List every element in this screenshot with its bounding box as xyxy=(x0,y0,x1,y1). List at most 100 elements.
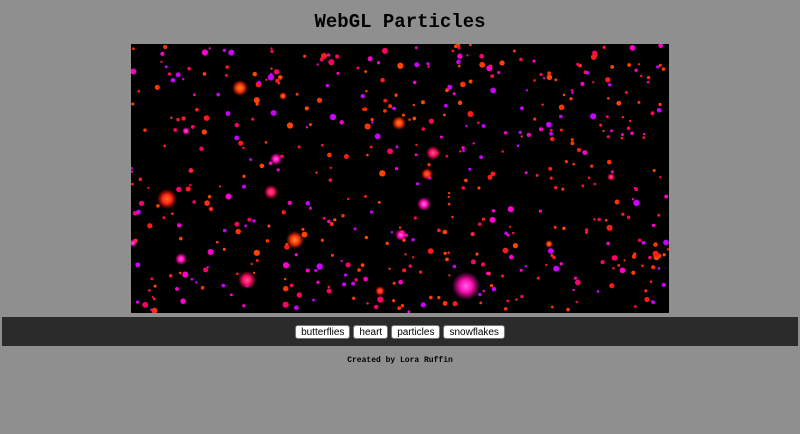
particle xyxy=(607,97,610,100)
particle xyxy=(593,182,597,186)
particle xyxy=(374,133,381,140)
particle xyxy=(452,301,458,307)
particle xyxy=(346,197,350,201)
particle xyxy=(584,228,589,232)
particle xyxy=(277,75,283,80)
particle xyxy=(250,262,253,266)
particle xyxy=(190,277,194,281)
particle xyxy=(225,193,232,200)
particle xyxy=(408,264,412,268)
particle xyxy=(526,132,531,138)
particle xyxy=(561,187,565,191)
particle xyxy=(634,187,639,192)
particle xyxy=(356,66,360,70)
particle xyxy=(147,186,150,189)
particle xyxy=(234,221,240,227)
particle xyxy=(238,140,244,146)
particle xyxy=(606,224,613,231)
particle xyxy=(340,259,343,263)
particle xyxy=(328,178,333,182)
particle xyxy=(255,102,259,106)
particle xyxy=(383,98,388,103)
particle xyxy=(204,200,210,206)
particle xyxy=(574,279,581,286)
particle xyxy=(566,307,570,312)
particle xyxy=(570,138,574,142)
particle xyxy=(624,91,628,94)
glow-particle xyxy=(545,240,553,248)
particle xyxy=(657,213,661,217)
particle xyxy=(570,141,575,146)
particle xyxy=(630,131,634,136)
particle xyxy=(168,273,173,278)
particle xyxy=(181,116,186,121)
particle xyxy=(301,227,305,231)
particle xyxy=(623,259,626,262)
snowflakes-button[interactable]: snowflakes xyxy=(443,324,505,339)
particle xyxy=(281,210,286,215)
particle xyxy=(472,142,475,145)
particle xyxy=(402,268,407,273)
particle xyxy=(439,135,443,139)
particle xyxy=(464,178,468,183)
glow-particle xyxy=(286,231,304,249)
particle xyxy=(447,84,453,90)
particle xyxy=(244,224,247,228)
particle xyxy=(451,49,455,53)
particle xyxy=(294,305,299,311)
particles-button[interactable]: particles xyxy=(391,324,441,339)
particle-canvas[interactable] xyxy=(131,44,669,313)
particle xyxy=(327,285,331,289)
particle xyxy=(164,65,168,69)
particle xyxy=(489,284,494,288)
particle xyxy=(216,92,221,97)
particle xyxy=(316,97,323,103)
particle xyxy=(651,223,656,228)
particle xyxy=(600,260,605,265)
particle xyxy=(610,65,615,69)
particle xyxy=(208,47,211,50)
particle xyxy=(242,304,246,308)
particle xyxy=(485,271,489,275)
particle xyxy=(648,255,652,260)
particle xyxy=(610,129,613,133)
particle xyxy=(467,110,474,118)
glow-particle xyxy=(279,92,287,100)
particle xyxy=(257,80,261,85)
particle xyxy=(294,253,298,257)
particle xyxy=(658,44,664,49)
particle xyxy=(653,242,658,247)
particle xyxy=(611,255,618,261)
particle xyxy=(545,263,548,267)
particle xyxy=(150,277,154,281)
particle xyxy=(535,173,539,177)
particle xyxy=(225,65,229,69)
particle xyxy=(380,77,385,83)
particle xyxy=(150,308,153,311)
particle xyxy=(443,103,448,108)
particle xyxy=(549,128,553,132)
particle xyxy=(201,49,209,56)
butterflies-button[interactable]: butterflies xyxy=(295,324,351,339)
particle xyxy=(501,150,505,153)
particle xyxy=(305,268,310,273)
particle xyxy=(151,307,158,313)
heart-button[interactable]: heart xyxy=(353,324,389,339)
particle xyxy=(303,54,307,58)
particle xyxy=(427,248,434,254)
particle xyxy=(282,301,289,308)
particle xyxy=(487,174,493,180)
particle xyxy=(420,302,426,308)
particle xyxy=(554,78,558,82)
particle xyxy=(621,115,624,119)
particle xyxy=(286,122,294,129)
particle xyxy=(335,54,340,59)
particle xyxy=(154,84,160,90)
particle xyxy=(550,254,554,257)
particle xyxy=(590,164,594,168)
particle xyxy=(412,256,415,259)
particle xyxy=(234,122,239,128)
particle xyxy=(465,124,468,128)
particle xyxy=(641,264,644,268)
particle xyxy=(461,146,465,150)
